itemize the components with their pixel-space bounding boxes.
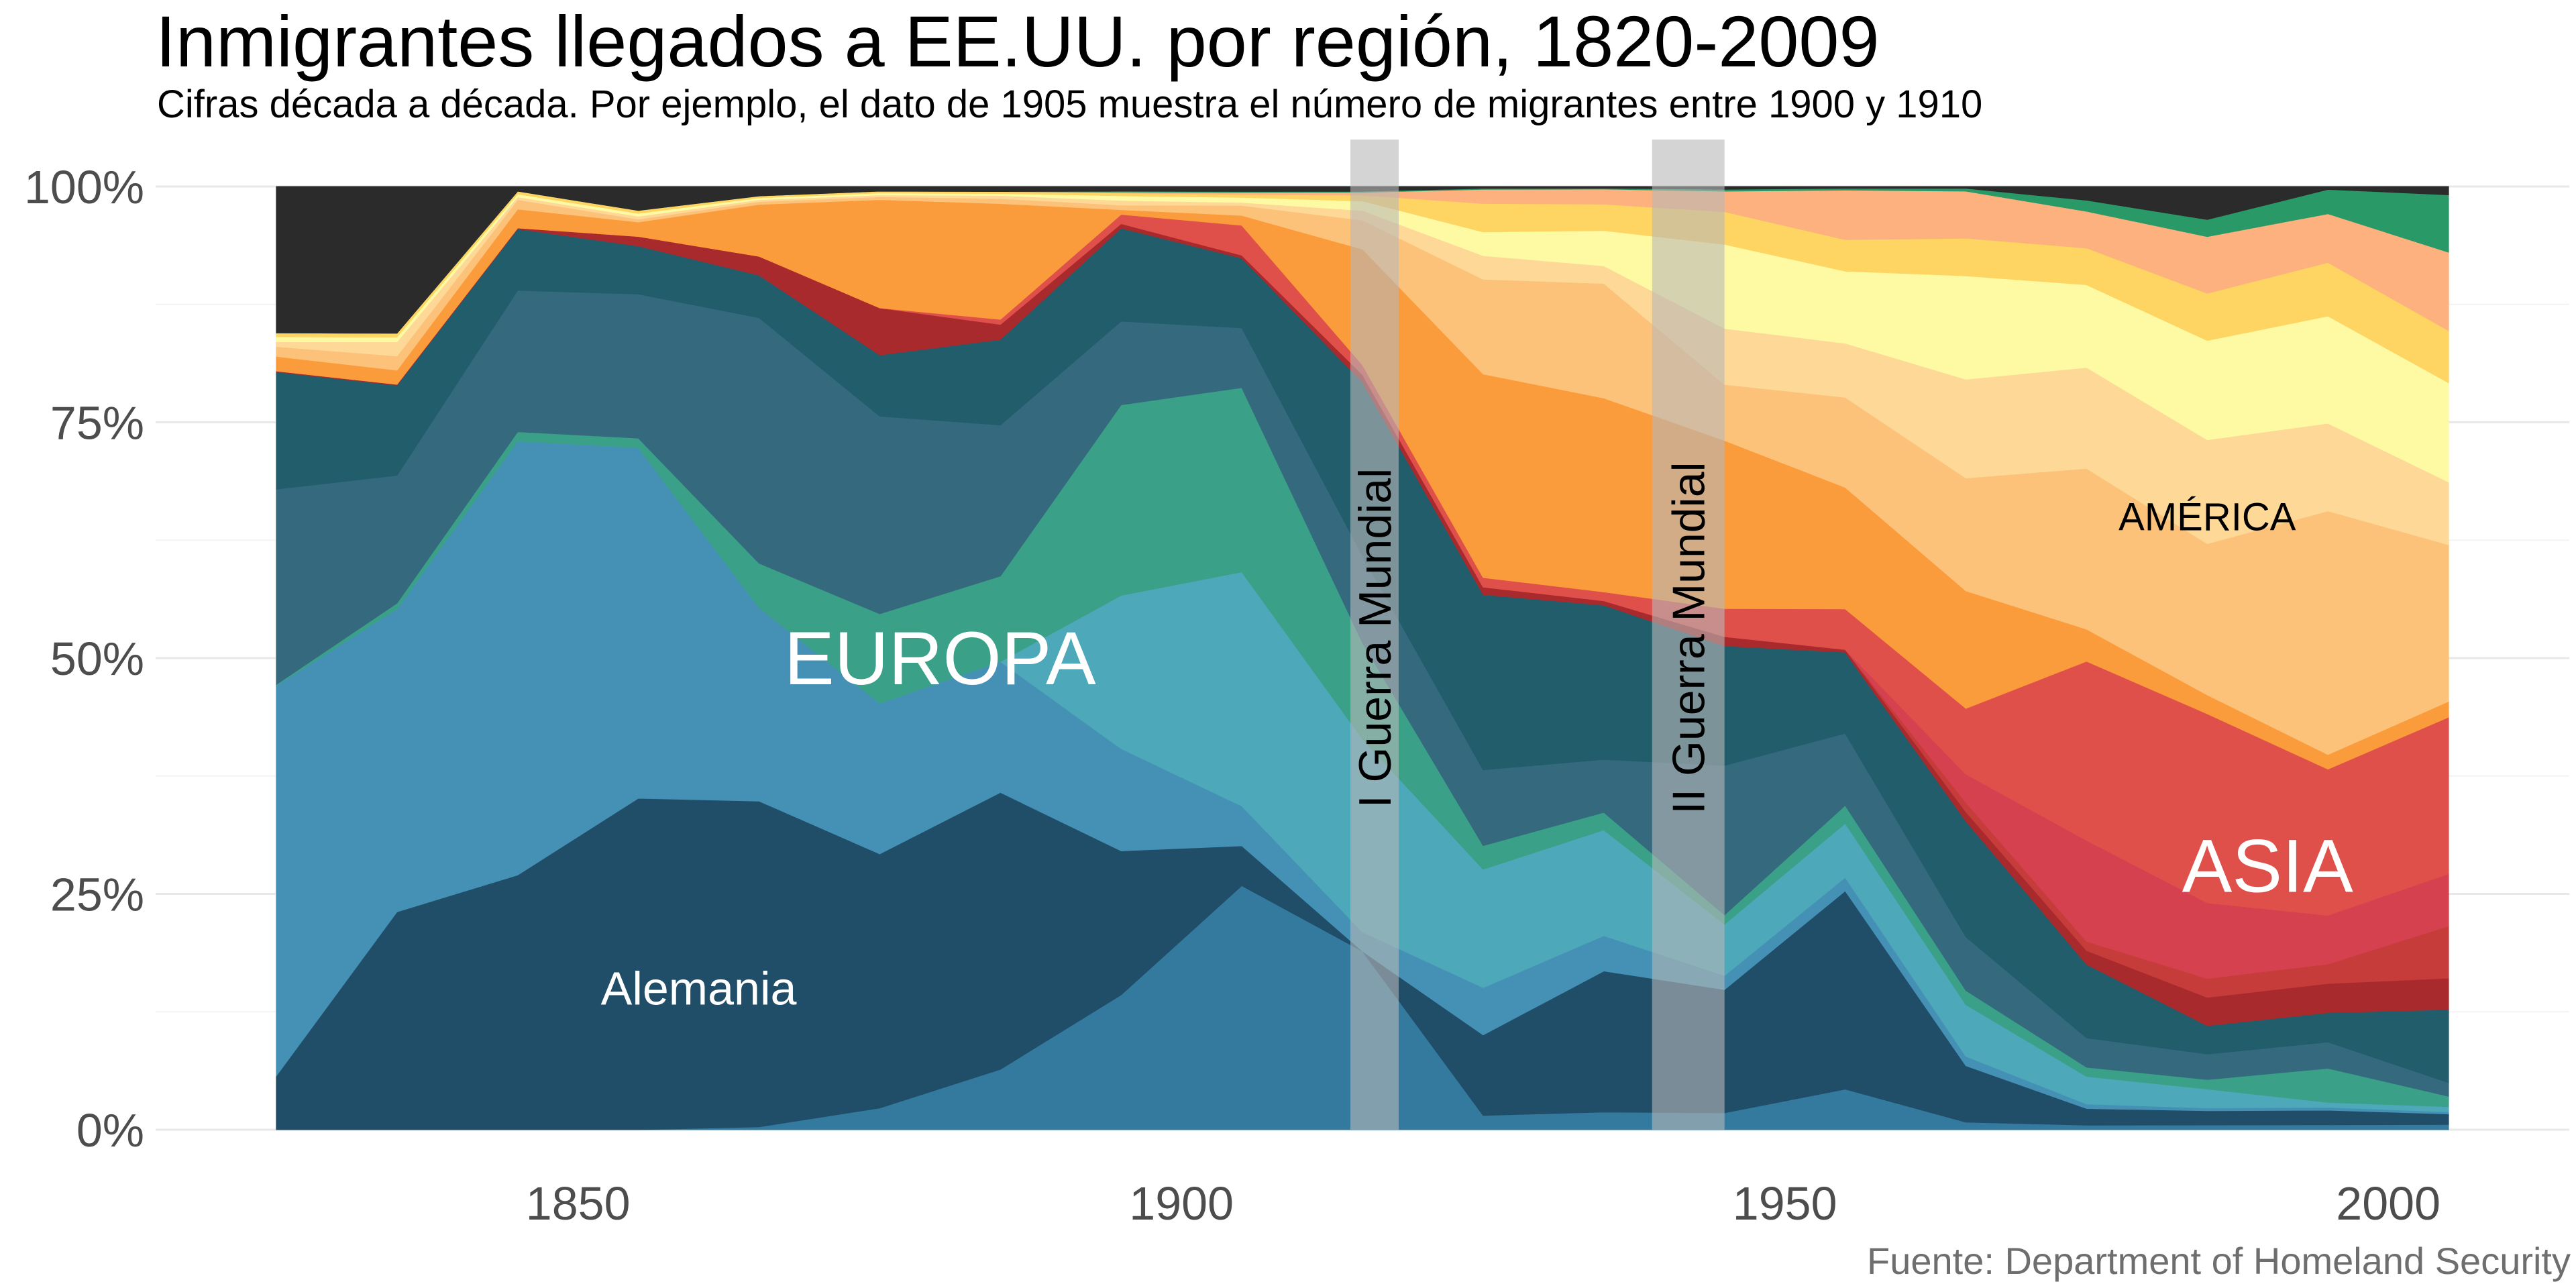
chart-subtitle: Cifras década a década. Por ejemplo, el … [157,83,1983,126]
war-band-2 [1652,140,1725,1130]
annotation-europa: EUROPA [784,616,1096,700]
war-bands: I Guerra Mundial II Guerra Mundial [1350,140,1725,1130]
war-band-1 [1350,140,1399,1130]
y-tick-label: 100% [24,161,144,213]
chart-title: Inmigrantes llegados a EE.UU. por región… [156,1,1880,82]
y-tick-label: 0% [76,1104,144,1157]
annotation-asia: ASIA [2182,824,2354,908]
source-caption: Fuente: Department of Homeland Security [1867,1240,2571,1282]
x-tick-label: 2000 [2336,1177,2440,1230]
war-band-label-1: I Guerra Mundial [1350,468,1401,808]
annotations: EUROPA Alemania AMÉRICA ASIA [601,495,2354,1014]
y-tick-label: 50% [50,633,144,685]
y-tick-label: 25% [50,869,144,921]
x-tick-label: 1850 [526,1177,631,1230]
axis-ticks: 0% 25% 50% 75% 100% 1850 1900 1950 2000 [24,161,2440,1230]
annotation-américa: AMÉRICA [2118,495,2296,539]
war-band-label-2: II Guerra Mundial [1664,462,1715,814]
annotation-alemania: Alemania [601,963,797,1015]
area-series-19 [276,186,2449,334]
x-tick-label: 1900 [1129,1177,1234,1230]
y-tick-label: 75% [50,397,144,449]
x-tick-label: 1950 [1733,1177,1837,1230]
